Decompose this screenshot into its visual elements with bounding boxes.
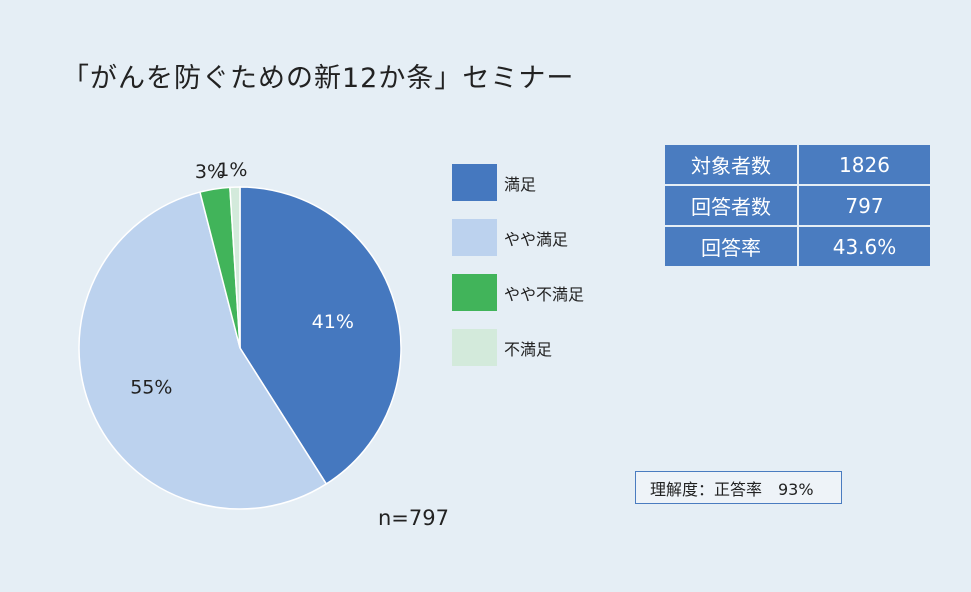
stats-value: 43.6% [799,227,930,266]
slice-satisfied [239,186,402,485]
legend: 満足 やや満足 やや不満足 不満足 [452,164,584,384]
quiz-score-box: 理解度：正答率 93% [635,471,842,504]
stats-key: 対象者数 [665,145,797,184]
legend-item-somewhat-dissatisfied: やや不満足 [452,274,584,311]
stats-row-response-rate: 回答率 43.6% [665,227,930,266]
slice-label-somewhat-dissatisfied: 3% [195,161,225,183]
stats-table: 対象者数 1826 回答者数 797 回答率 43.6% [663,143,932,268]
legend-swatch [452,329,497,366]
stats-row-respondents: 回答者数 797 [665,186,930,225]
stats-value: 797 [799,186,930,225]
sample-size-label: n=797 [378,506,449,530]
legend-item-satisfied: 満足 [452,164,584,201]
stats-row-targets: 対象者数 1826 [665,145,930,184]
slice-somewhat-satisfied [78,191,328,510]
chart-title: 「がんを防ぐための新12か条」セミナー [62,63,575,94]
stats-key: 回答率 [665,227,797,266]
slice-label-dissatisfied: 1% [217,159,247,181]
legend-item-somewhat-satisfied: やや満足 [452,219,584,256]
slice-label-satisfied: 41% [312,311,354,333]
stats-value: 1826 [799,145,930,184]
legend-item-dissatisfied: 不満足 [452,329,584,366]
stats-key: 回答者数 [665,186,797,225]
legend-label: やや満足 [504,229,569,249]
legend-swatch [452,219,497,256]
slice-dissatisfied [229,186,241,349]
legend-swatch [452,274,497,311]
legend-label: 不満足 [504,339,553,359]
legend-swatch [452,164,497,201]
legend-label: やや不満足 [504,284,585,304]
legend-label: 満足 [504,174,537,194]
slice-label-somewhat-satisfied: 55% [130,376,172,398]
